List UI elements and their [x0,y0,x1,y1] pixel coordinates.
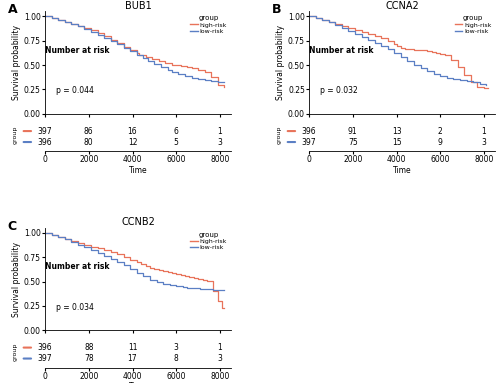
Legend: high-risk, low-risk: high-risk, low-risk [190,231,228,251]
Text: 8: 8 [174,354,178,363]
Title: CCNB2: CCNB2 [121,217,155,227]
Text: Number at risk: Number at risk [309,46,374,55]
Title: CCNA2: CCNA2 [385,1,419,11]
Text: 78: 78 [84,354,94,363]
Text: A: A [8,3,18,16]
Text: p = 0.032: p = 0.032 [320,87,358,95]
Text: 17: 17 [128,354,138,363]
Text: 397: 397 [38,126,52,136]
Text: 396: 396 [38,137,52,147]
Text: 91: 91 [348,126,358,136]
Text: 5: 5 [174,137,178,147]
Text: 396: 396 [302,126,316,136]
Text: B: B [272,3,281,16]
Text: C: C [8,220,17,233]
Title: BUB1: BUB1 [124,1,152,11]
Text: 12: 12 [128,137,138,147]
Text: 88: 88 [84,343,94,352]
Text: group: group [277,126,282,144]
Text: 80: 80 [84,137,94,147]
Y-axis label: Survival probability: Survival probability [276,25,285,100]
Text: 9: 9 [438,137,442,147]
X-axis label: Time: Time [392,166,411,175]
Text: 396: 396 [38,343,52,352]
Text: 397: 397 [38,354,52,363]
X-axis label: Time: Time [128,382,148,383]
Y-axis label: Survival probability: Survival probability [12,242,21,317]
Text: 3: 3 [218,137,222,147]
Text: Number at risk: Number at risk [45,262,110,271]
Legend: high-risk, low-risk: high-risk, low-risk [454,15,492,34]
Text: 13: 13 [392,126,402,136]
Text: 11: 11 [128,343,138,352]
Text: 16: 16 [128,126,138,136]
Text: p = 0.044: p = 0.044 [56,87,94,95]
Legend: high-risk, low-risk: high-risk, low-risk [190,15,228,34]
Text: 1: 1 [218,343,222,352]
Text: 15: 15 [392,137,402,147]
X-axis label: Time: Time [128,166,148,175]
Y-axis label: Survival probability: Survival probability [12,25,21,100]
Text: Number at risk: Number at risk [45,46,110,55]
Text: group: group [12,126,18,144]
Text: 1: 1 [482,126,486,136]
Text: 6: 6 [174,126,178,136]
Text: p = 0.034: p = 0.034 [56,303,94,312]
Text: 2: 2 [438,126,442,136]
Text: 1: 1 [218,126,222,136]
Text: 86: 86 [84,126,94,136]
Text: 3: 3 [482,137,486,147]
Text: group: group [12,342,18,361]
Text: 75: 75 [348,137,358,147]
Text: 3: 3 [174,343,178,352]
Text: 3: 3 [218,354,222,363]
Text: 397: 397 [302,137,316,147]
